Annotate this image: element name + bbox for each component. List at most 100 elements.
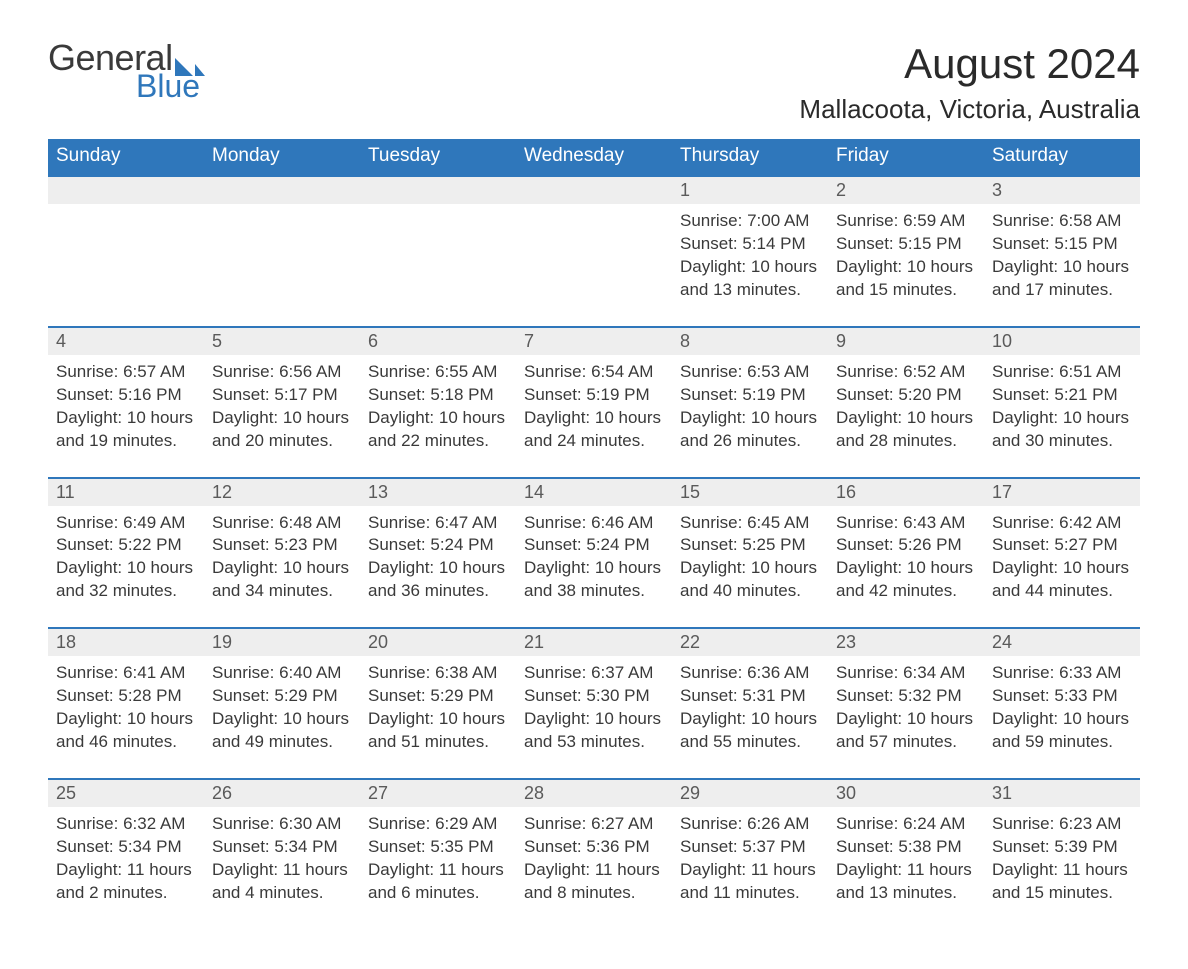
calendar-day-cell: 7Sunrise: 6:54 AMSunset: 5:19 PMDaylight…	[516, 327, 672, 478]
calendar-day-cell: 18Sunrise: 6:41 AMSunset: 5:28 PMDayligh…	[48, 628, 204, 779]
page-subtitle: Mallacoota, Victoria, Australia	[799, 94, 1140, 125]
calendar-header-cell: Monday	[204, 139, 360, 176]
header-right: August 2024 Mallacoota, Victoria, Austra…	[799, 40, 1140, 125]
calendar-week-row: 1Sunrise: 7:00 AMSunset: 5:14 PMDaylight…	[48, 176, 1140, 327]
day-body: Sunrise: 6:42 AMSunset: 5:27 PMDaylight:…	[984, 506, 1140, 628]
day-body: Sunrise: 6:33 AMSunset: 5:33 PMDaylight:…	[984, 656, 1140, 778]
day-number: 17	[984, 479, 1140, 506]
sunset-text: Sunset: 5:39 PM	[992, 836, 1132, 859]
sunrise-text: Sunrise: 6:40 AM	[212, 662, 352, 685]
sunset-text: Sunset: 5:36 PM	[524, 836, 664, 859]
daylight-text: Daylight: 10 hours and 20 minutes.	[212, 407, 352, 453]
day-body	[516, 204, 672, 316]
sunset-text: Sunset: 5:19 PM	[524, 384, 664, 407]
day-body: Sunrise: 6:47 AMSunset: 5:24 PMDaylight:…	[360, 506, 516, 628]
sunset-text: Sunset: 5:16 PM	[56, 384, 196, 407]
day-number: 22	[672, 629, 828, 656]
daylight-text: Daylight: 11 hours and 8 minutes.	[524, 859, 664, 905]
daylight-text: Daylight: 11 hours and 4 minutes.	[212, 859, 352, 905]
sunrise-text: Sunrise: 6:43 AM	[836, 512, 976, 535]
daylight-text: Daylight: 10 hours and 34 minutes.	[212, 557, 352, 603]
sunrise-text: Sunrise: 6:38 AM	[368, 662, 508, 685]
day-number: 21	[516, 629, 672, 656]
sunrise-text: Sunrise: 6:48 AM	[212, 512, 352, 535]
sunrise-text: Sunrise: 6:33 AM	[992, 662, 1132, 685]
calendar-day-cell: 24Sunrise: 6:33 AMSunset: 5:33 PMDayligh…	[984, 628, 1140, 779]
day-number: 25	[48, 780, 204, 807]
logo-text-blue: Blue	[136, 70, 205, 102]
day-number: 31	[984, 780, 1140, 807]
sunset-text: Sunset: 5:35 PM	[368, 836, 508, 859]
daylight-text: Daylight: 10 hours and 53 minutes.	[524, 708, 664, 754]
daylight-text: Daylight: 11 hours and 6 minutes.	[368, 859, 508, 905]
sunrise-text: Sunrise: 6:32 AM	[56, 813, 196, 836]
sunset-text: Sunset: 5:27 PM	[992, 534, 1132, 557]
calendar-day-cell: 1Sunrise: 7:00 AMSunset: 5:14 PMDaylight…	[672, 176, 828, 327]
calendar-header-cell: Friday	[828, 139, 984, 176]
calendar-day-cell	[48, 176, 204, 327]
calendar-day-cell: 30Sunrise: 6:24 AMSunset: 5:38 PMDayligh…	[828, 779, 984, 929]
day-body: Sunrise: 6:55 AMSunset: 5:18 PMDaylight:…	[360, 355, 516, 477]
calendar-header-cell: Sunday	[48, 139, 204, 176]
daylight-text: Daylight: 10 hours and 40 minutes.	[680, 557, 820, 603]
sunset-text: Sunset: 5:28 PM	[56, 685, 196, 708]
day-number: 15	[672, 479, 828, 506]
sunrise-text: Sunrise: 6:42 AM	[992, 512, 1132, 535]
day-number: 2	[828, 177, 984, 204]
day-number: 13	[360, 479, 516, 506]
daylight-text: Daylight: 10 hours and 17 minutes.	[992, 256, 1132, 302]
day-number: 10	[984, 328, 1140, 355]
calendar-day-cell: 25Sunrise: 6:32 AMSunset: 5:34 PMDayligh…	[48, 779, 204, 929]
day-number: 7	[516, 328, 672, 355]
day-body: Sunrise: 6:32 AMSunset: 5:34 PMDaylight:…	[48, 807, 204, 929]
calendar-day-cell: 8Sunrise: 6:53 AMSunset: 5:19 PMDaylight…	[672, 327, 828, 478]
sunset-text: Sunset: 5:21 PM	[992, 384, 1132, 407]
day-number: 9	[828, 328, 984, 355]
day-number: 16	[828, 479, 984, 506]
day-body: Sunrise: 6:52 AMSunset: 5:20 PMDaylight:…	[828, 355, 984, 477]
day-number: 1	[672, 177, 828, 204]
day-body: Sunrise: 6:27 AMSunset: 5:36 PMDaylight:…	[516, 807, 672, 929]
day-number: 18	[48, 629, 204, 656]
day-body: Sunrise: 6:49 AMSunset: 5:22 PMDaylight:…	[48, 506, 204, 628]
day-body: Sunrise: 6:37 AMSunset: 5:30 PMDaylight:…	[516, 656, 672, 778]
sunrise-text: Sunrise: 6:23 AM	[992, 813, 1132, 836]
daylight-text: Daylight: 10 hours and 59 minutes.	[992, 708, 1132, 754]
sunrise-text: Sunrise: 6:56 AM	[212, 361, 352, 384]
calendar-day-cell: 4Sunrise: 6:57 AMSunset: 5:16 PMDaylight…	[48, 327, 204, 478]
day-number: 6	[360, 328, 516, 355]
sunset-text: Sunset: 5:15 PM	[836, 233, 976, 256]
calendar-day-cell: 11Sunrise: 6:49 AMSunset: 5:22 PMDayligh…	[48, 478, 204, 629]
daylight-text: Daylight: 11 hours and 2 minutes.	[56, 859, 196, 905]
calendar-day-cell: 27Sunrise: 6:29 AMSunset: 5:35 PMDayligh…	[360, 779, 516, 929]
sunrise-text: Sunrise: 6:29 AM	[368, 813, 508, 836]
sunset-text: Sunset: 5:29 PM	[212, 685, 352, 708]
calendar-day-cell: 17Sunrise: 6:42 AMSunset: 5:27 PMDayligh…	[984, 478, 1140, 629]
day-body: Sunrise: 6:40 AMSunset: 5:29 PMDaylight:…	[204, 656, 360, 778]
calendar-week-row: 4Sunrise: 6:57 AMSunset: 5:16 PMDaylight…	[48, 327, 1140, 478]
calendar-day-cell: 26Sunrise: 6:30 AMSunset: 5:34 PMDayligh…	[204, 779, 360, 929]
sunrise-text: Sunrise: 6:51 AM	[992, 361, 1132, 384]
sunset-text: Sunset: 5:32 PM	[836, 685, 976, 708]
sunset-text: Sunset: 5:37 PM	[680, 836, 820, 859]
day-body: Sunrise: 6:36 AMSunset: 5:31 PMDaylight:…	[672, 656, 828, 778]
calendar-day-cell: 31Sunrise: 6:23 AMSunset: 5:39 PMDayligh…	[984, 779, 1140, 929]
daylight-text: Daylight: 10 hours and 15 minutes.	[836, 256, 976, 302]
sunset-text: Sunset: 5:23 PM	[212, 534, 352, 557]
header-bar: General Blue August 2024 Mallacoota, Vic…	[48, 40, 1140, 125]
sunset-text: Sunset: 5:34 PM	[212, 836, 352, 859]
sunset-text: Sunset: 5:14 PM	[680, 233, 820, 256]
calendar-day-cell: 23Sunrise: 6:34 AMSunset: 5:32 PMDayligh…	[828, 628, 984, 779]
day-body: Sunrise: 6:57 AMSunset: 5:16 PMDaylight:…	[48, 355, 204, 477]
day-number: 30	[828, 780, 984, 807]
daylight-text: Daylight: 10 hours and 24 minutes.	[524, 407, 664, 453]
sunrise-text: Sunrise: 6:26 AM	[680, 813, 820, 836]
daylight-text: Daylight: 10 hours and 28 minutes.	[836, 407, 976, 453]
calendar-header-cell: Thursday	[672, 139, 828, 176]
sunset-text: Sunset: 5:26 PM	[836, 534, 976, 557]
day-number: 20	[360, 629, 516, 656]
sunrise-text: Sunrise: 6:57 AM	[56, 361, 196, 384]
sunrise-text: Sunrise: 6:45 AM	[680, 512, 820, 535]
calendar-header-cell: Tuesday	[360, 139, 516, 176]
day-number: 28	[516, 780, 672, 807]
